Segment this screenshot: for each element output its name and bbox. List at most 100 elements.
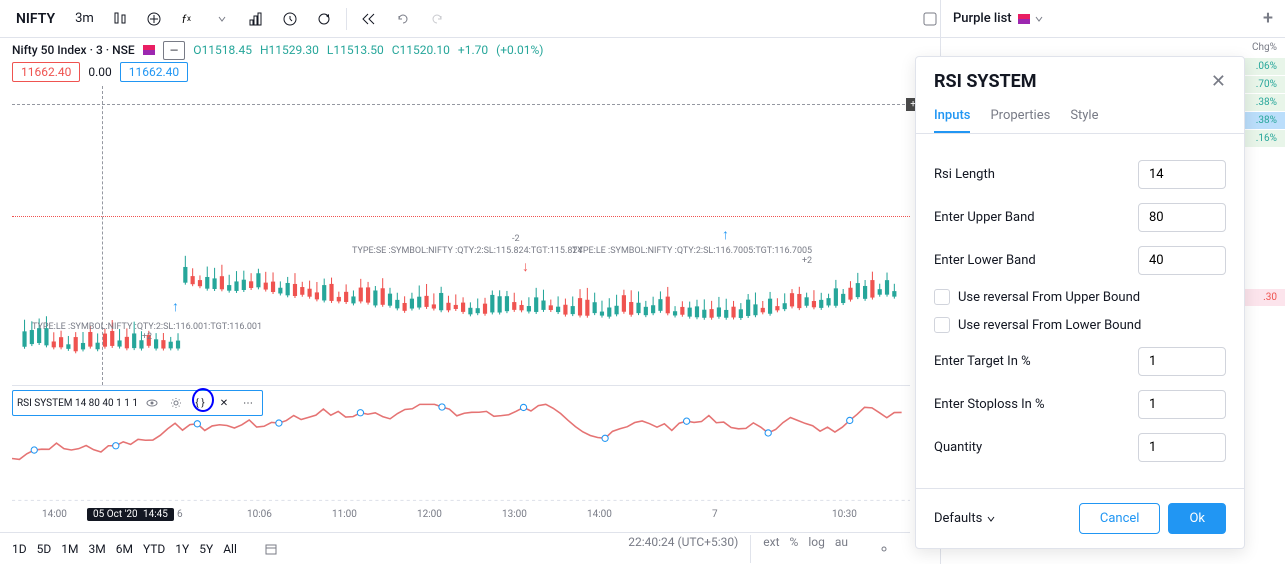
range-3M[interactable]: 3M (88, 542, 105, 556)
watchlist-header[interactable]: Purple list + (941, 0, 1285, 38)
rewind-icon[interactable] (355, 5, 383, 33)
more-icon[interactable]: ⋯ (238, 393, 258, 413)
flag-icon (143, 45, 155, 55)
close-icon[interactable]: ✕ (1211, 71, 1226, 92)
range-5D[interactable]: 5D (37, 542, 52, 556)
trade-annotation-2: TYPE:SE :SYMBOL:NIFTY :QTY:2:SL:115.824:… (352, 246, 583, 256)
label-quantity: Quantity (934, 440, 1138, 455)
axis-mode-au[interactable]: au (835, 535, 848, 549)
trade-annotation-2-sub: -2 (512, 234, 520, 244)
field-lower-band: Enter Lower Band (934, 246, 1226, 275)
checkbox-reversal-upper[interactable] (934, 289, 950, 305)
range-YTD[interactable]: YTD (143, 542, 165, 556)
ohlc-change: +1.70 (458, 43, 488, 57)
candle-style-icon[interactable] (106, 5, 134, 33)
replay-icon[interactable] (310, 5, 338, 33)
goto-date-icon[interactable] (257, 535, 285, 563)
range-1Y[interactable]: 1Y (175, 542, 189, 556)
collapse-pill[interactable]: — (163, 41, 186, 60)
input-rsi-length[interactable] (1138, 160, 1226, 189)
field-rsi-length: Rsi Length (934, 160, 1226, 189)
dialog-header: RSI SYSTEM ✕ (916, 57, 1244, 100)
axis-settings-icon[interactable] (870, 535, 898, 563)
axis-mode-ext[interactable]: ext (763, 535, 779, 549)
range-All[interactable]: All (223, 542, 237, 556)
indicators-icon[interactable]: fx (174, 5, 202, 33)
templates-icon[interactable] (242, 5, 270, 33)
interval-selector[interactable]: 3m (69, 7, 100, 30)
ohlc-close: C11520.10 (392, 43, 450, 57)
undo-icon[interactable] (389, 5, 417, 33)
short-entry-arrow-icon: ↓ (522, 258, 529, 275)
chevron-down-icon[interactable] (208, 5, 236, 33)
indicator-settings-dialog: RSI SYSTEM ✕ Inputs Properties Style Rsi… (915, 56, 1245, 549)
tab-properties[interactable]: Properties (990, 100, 1050, 133)
range-buttons: 1D 5D 1M 3M 6M YTD 1Y 5Y All (12, 542, 247, 556)
long-entry-arrow-icon: ↑ (172, 298, 179, 315)
input-stoploss-pct[interactable] (1138, 390, 1226, 419)
rsi-legend-text: RSI SYSTEM 14 80 40 1 1 1 (17, 398, 138, 409)
toolbar-left: NIFTY 3m fx (8, 5, 451, 33)
dialog-tabs: Inputs Properties Style (916, 100, 1244, 134)
ohlc-change-pct: (+0.01%) (496, 43, 543, 57)
add-symbol-button[interactable]: + (1263, 8, 1273, 29)
field-target-pct: Enter Target In % (934, 347, 1226, 376)
chevron-down-icon[interactable] (1034, 14, 1044, 24)
dialog-body: Rsi Length Enter Upper Band Enter Lower … (916, 134, 1244, 488)
axis-mode-%[interactable]: % (790, 535, 799, 549)
field-upper-band: Enter Upper Band (934, 203, 1226, 232)
bid-price[interactable]: 11662.40 (12, 62, 80, 82)
price-line (12, 216, 910, 217)
trade-annotation-3: TYPE:LE :SYMBOL:NIFTY :QTY:2:SL:116.7005… (572, 246, 812, 266)
label-lower-band: Enter Lower Band (934, 253, 1138, 268)
field-reversal-upper[interactable]: Use reversal From Upper Bound (934, 289, 1226, 305)
input-lower-band[interactable] (1138, 246, 1226, 275)
tab-inputs[interactable]: Inputs (934, 100, 970, 133)
compare-icon[interactable] (140, 5, 168, 33)
input-target-pct[interactable] (1138, 347, 1226, 376)
range-6M[interactable]: 6M (116, 542, 133, 556)
gear-icon[interactable] (166, 393, 186, 413)
label-reversal-upper: Use reversal From Upper Bound (958, 290, 1140, 305)
cancel-button[interactable]: Cancel (1079, 503, 1161, 534)
alert-icon[interactable] (276, 5, 304, 33)
chart-title: Nifty 50 Index · 3 · NSE (12, 43, 135, 57)
clock: 22:40:24 (UTC+5:30) (628, 535, 738, 563)
bottom-right: 22:40:24 (UTC+5:30) ext% logau (628, 535, 898, 563)
rsi-indicator-pane[interactable]: RSI SYSTEM 14 80 40 1 1 1 { } ✕ ⋯ RSI 80… (12, 386, 910, 506)
label-rsi-length: Rsi Length (934, 167, 1138, 182)
trade-annotation-1: TYPE:LE :SYMBOL:NIFTY :QTY:2:SL:116.001:… (32, 322, 262, 342)
field-reversal-lower[interactable]: Use reversal From Lower Bound (934, 317, 1226, 333)
spread: 0.00 (88, 65, 111, 79)
range-1M[interactable]: 1M (61, 542, 78, 556)
input-upper-band[interactable] (1138, 203, 1226, 232)
footer-actions: Cancel Ok (1079, 503, 1226, 534)
source-code-icon[interactable]: { } (190, 393, 210, 413)
chart-area: +11793 1166 IND1184011793117601172011680… (12, 86, 910, 504)
redo-icon[interactable] (423, 5, 451, 33)
main-price-chart[interactable]: +11793 1166 IND1184011793117601172011680… (12, 86, 910, 386)
crosshair-horizontal (12, 104, 910, 105)
range-1D[interactable]: 1D (12, 542, 27, 556)
checkbox-reversal-lower[interactable] (934, 317, 950, 333)
chg-header: Chg% (1235, 38, 1285, 57)
close-icon[interactable]: ✕ (214, 393, 234, 413)
watchlist-title: Purple list (953, 11, 1012, 26)
label-upper-band: Enter Upper Band (934, 210, 1138, 225)
tab-style[interactable]: Style (1070, 100, 1098, 133)
ohlc-low: L11513.50 (327, 43, 384, 57)
rsi-legend: RSI SYSTEM 14 80 40 1 1 1 { } ✕ ⋯ (12, 390, 263, 416)
flag-icon (1018, 14, 1030, 24)
eye-icon[interactable] (142, 393, 162, 413)
defaults-button[interactable]: Defaults (934, 511, 996, 526)
input-quantity[interactable] (1138, 433, 1226, 462)
symbol-name[interactable]: NIFTY (8, 7, 63, 31)
label-reversal-lower: Use reversal From Lower Bound (958, 318, 1141, 333)
ok-button[interactable]: Ok (1168, 503, 1226, 534)
separator (346, 8, 347, 30)
ask-price[interactable]: 11662.40 (120, 62, 188, 82)
axis-mode-log[interactable]: log (808, 535, 825, 549)
field-quantity: Quantity (934, 433, 1226, 462)
ohlc-open: O11518.45 (193, 43, 252, 57)
range-5Y[interactable]: 5Y (199, 542, 213, 556)
